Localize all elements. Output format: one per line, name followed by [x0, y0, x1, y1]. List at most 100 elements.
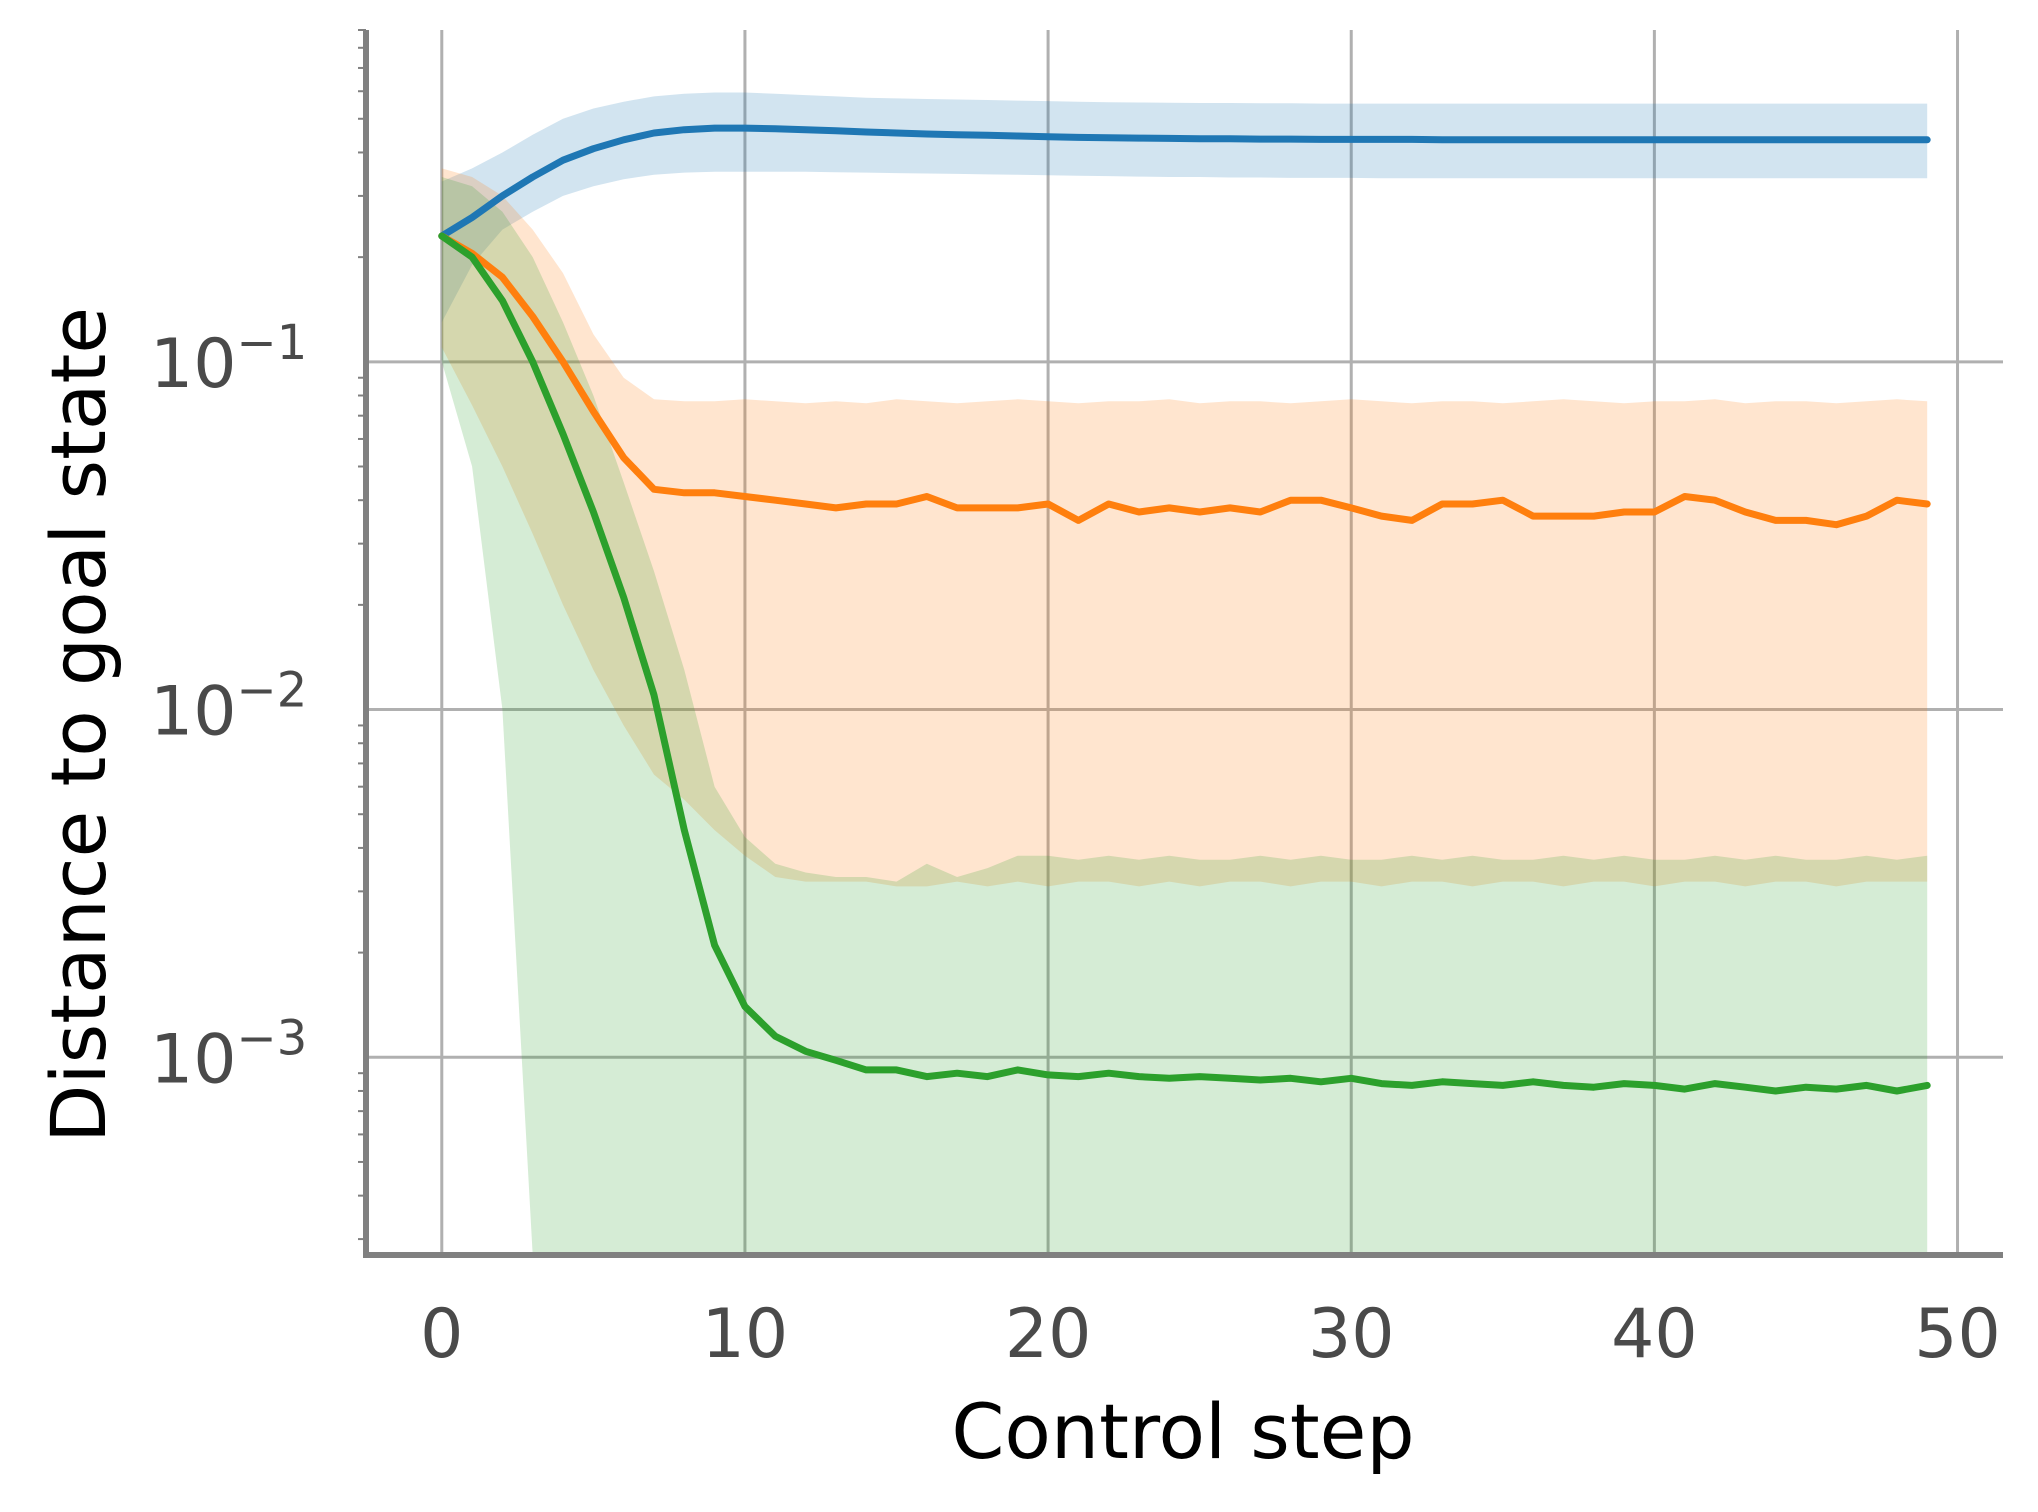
point-green-27: [1258, 1078, 1262, 1082]
point-green-24: [1167, 1076, 1171, 1080]
point-orange-35: [1501, 498, 1505, 502]
point-orange-25: [1198, 510, 1202, 514]
point-orange-48: [1895, 498, 1899, 502]
point-green-40: [1652, 1083, 1656, 1087]
point-green-31: [1380, 1082, 1383, 1086]
point-blue-3: [531, 175, 535, 179]
point-blue-48: [1895, 138, 1899, 142]
point-orange-6: [622, 456, 626, 460]
point-green-12: [804, 1049, 808, 1053]
point-orange-27: [1258, 510, 1262, 514]
point-orange-4: [561, 360, 565, 364]
point-orange-37: [1561, 514, 1565, 518]
point-green-16: [925, 1075, 929, 1079]
point-green-37: [1561, 1083, 1565, 1087]
x-tick-label-4: 40: [1611, 1295, 1698, 1374]
y-tick-label-2: 10−3: [150, 1010, 307, 1099]
point-orange-20: [1046, 502, 1050, 506]
point-blue-41: [1683, 138, 1687, 142]
point-orange-19: [1016, 506, 1020, 510]
point-orange-24: [1167, 506, 1171, 510]
point-orange-26: [1228, 506, 1232, 510]
point-blue-6: [622, 138, 626, 142]
point-green-14: [864, 1068, 868, 1072]
point-green-29: [1319, 1080, 1323, 1084]
point-blue-25: [1198, 137, 1202, 141]
point-blue-24: [1167, 136, 1171, 140]
band-green: [441, 177, 1928, 1255]
point-green-42: [1713, 1082, 1717, 1086]
point-blue-27: [1258, 137, 1262, 141]
point-green-49: [1925, 1083, 1929, 1087]
point-orange-9: [713, 491, 717, 495]
point-green-33: [1440, 1080, 1444, 1084]
y-tick-label-0: 10−1: [150, 315, 307, 404]
point-orange-44: [1774, 518, 1778, 522]
point-green-21: [1076, 1075, 1080, 1079]
point-green-18: [986, 1075, 989, 1079]
point-blue-45: [1804, 138, 1808, 142]
point-blue-35: [1501, 138, 1505, 142]
point-blue-7: [652, 131, 656, 135]
x-axis-label: Control step: [951, 1387, 1414, 1476]
point-orange-29: [1319, 498, 1323, 502]
point-blue-33: [1440, 138, 1444, 142]
band-blue: [441, 92, 1928, 323]
point-blue-12: [804, 128, 808, 132]
point-orange-10: [743, 495, 747, 498]
point-blue-20: [1046, 135, 1050, 139]
point-blue-29: [1319, 137, 1323, 141]
point-green-41: [1683, 1087, 1687, 1091]
point-orange-13: [834, 506, 838, 510]
point-blue-17: [955, 133, 959, 137]
point-orange-45: [1804, 518, 1808, 522]
point-blue-14: [864, 130, 868, 134]
point-blue-8: [682, 128, 686, 132]
point-green-0: [440, 234, 444, 238]
point-blue-10: [743, 126, 747, 130]
point-orange-43: [1743, 510, 1747, 514]
point-green-36: [1531, 1080, 1535, 1084]
point-blue-46: [1834, 138, 1838, 142]
point-orange-39: [1622, 510, 1626, 514]
point-blue-26: [1228, 137, 1232, 141]
point-blue-16: [925, 132, 929, 136]
series-lines: [438, 124, 1931, 1095]
point-blue-22: [1107, 136, 1111, 140]
point-blue-2: [500, 194, 504, 198]
point-blue-28: [1289, 137, 1293, 141]
band-orange: [441, 168, 1928, 887]
point-blue-34: [1471, 138, 1474, 142]
point-green-45: [1804, 1085, 1808, 1089]
point-blue-11: [773, 127, 777, 131]
line-blue: [438, 124, 1931, 240]
point-blue-32: [1410, 137, 1414, 141]
point-green-17: [955, 1071, 959, 1075]
point-orange-22: [1107, 502, 1111, 506]
point-orange-42: [1713, 498, 1717, 502]
point-green-34: [1471, 1082, 1474, 1086]
point-green-43: [1743, 1085, 1747, 1089]
point-blue-21: [1076, 135, 1080, 139]
point-blue-42: [1713, 138, 1717, 142]
point-green-8: [682, 828, 686, 832]
y-axis-label: Distance to goal state: [34, 307, 123, 1143]
point-orange-3: [531, 315, 535, 318]
point-green-4: [561, 432, 565, 436]
point-blue-38: [1592, 138, 1596, 142]
point-orange-36: [1531, 514, 1535, 518]
point-orange-15: [895, 502, 898, 506]
point-orange-21: [1076, 518, 1080, 522]
grid: [366, 30, 2003, 1255]
x-tick-label-0: 0: [420, 1295, 463, 1374]
line-green: [438, 232, 1931, 1095]
point-green-23: [1137, 1075, 1141, 1079]
point-green-25: [1198, 1075, 1202, 1079]
point-blue-31: [1380, 137, 1383, 141]
point-orange-47: [1865, 514, 1869, 518]
point-orange-46: [1834, 523, 1838, 527]
point-blue-30: [1349, 137, 1353, 141]
point-blue-4: [561, 158, 565, 162]
confidence-bands: [441, 92, 1928, 1255]
point-orange-34: [1471, 502, 1474, 506]
